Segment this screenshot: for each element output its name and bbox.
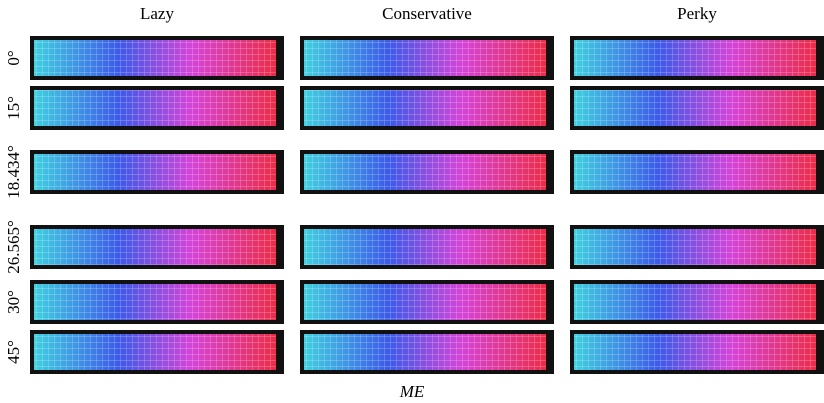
tile-mesh — [574, 154, 816, 190]
tile-mesh — [574, 229, 816, 265]
tile-mesh — [304, 334, 546, 370]
tile-mesh — [304, 284, 546, 320]
row-label: 26.565° — [4, 220, 23, 274]
tile-mesh — [574, 334, 816, 370]
tile-mesh — [34, 154, 276, 190]
tile-mesh — [574, 284, 816, 320]
row-label: 0° — [4, 50, 23, 65]
row-label: 15° — [4, 96, 23, 120]
row-label: 30° — [4, 290, 23, 314]
tile-mesh — [34, 229, 276, 265]
tile-mesh — [574, 90, 816, 126]
tile-mesh — [304, 40, 546, 76]
tile-mesh — [574, 40, 816, 76]
tile-mesh — [304, 154, 546, 190]
tile-mesh — [304, 229, 546, 265]
column-title: Perky — [677, 4, 717, 23]
tile-mesh — [34, 40, 276, 76]
tile-mesh — [34, 90, 276, 126]
tile-mesh — [34, 334, 276, 370]
row-label: 18.434° — [4, 145, 23, 199]
x-axis-label: ME — [399, 382, 425, 401]
tile-mesh — [34, 284, 276, 320]
column-title: Lazy — [140, 4, 174, 23]
tile-mesh — [304, 90, 546, 126]
row-label: 45° — [4, 340, 23, 364]
column-title: Conservative — [382, 4, 472, 23]
